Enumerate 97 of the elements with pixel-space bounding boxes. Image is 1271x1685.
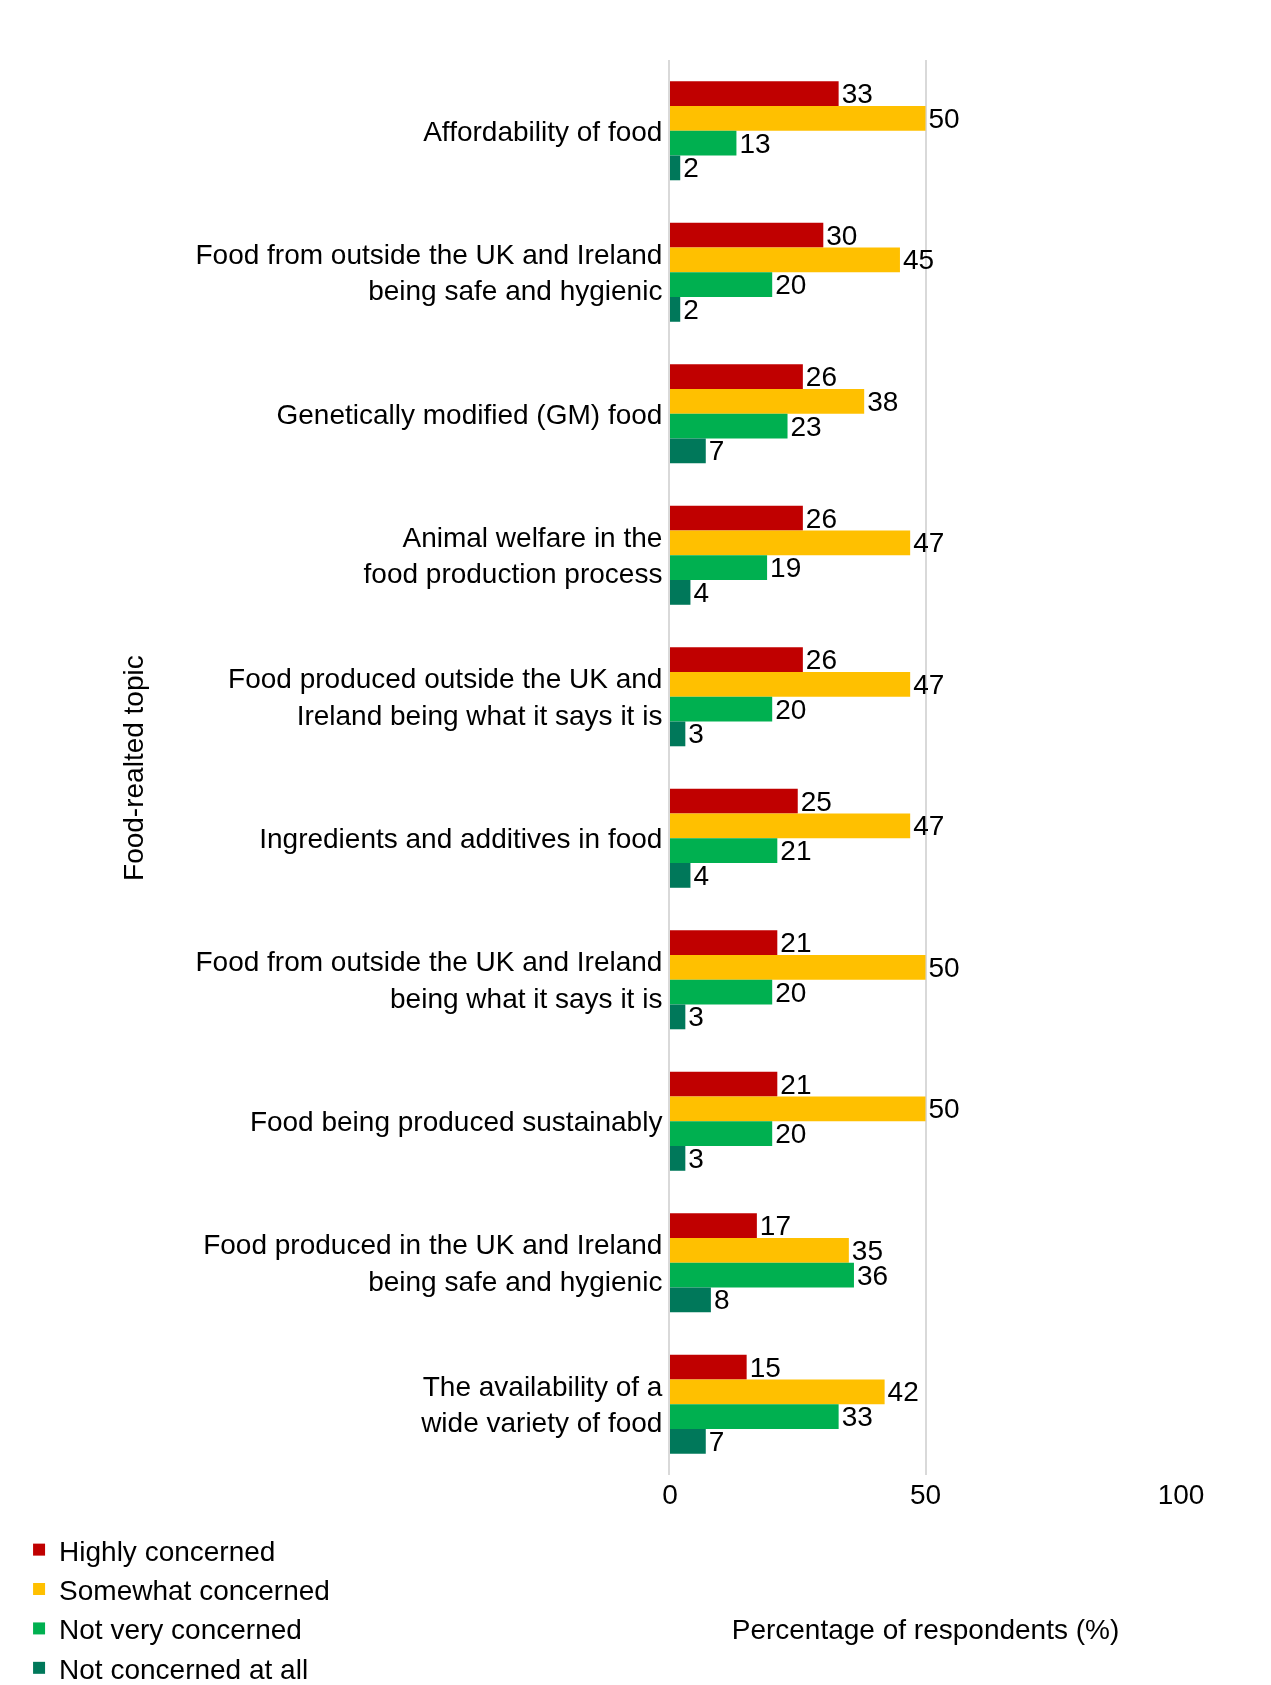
data-label: 20 [775,1118,807,1150]
data-label: 20 [775,976,807,1008]
bar [670,863,691,888]
y-tick-label: Food from outside the UK and Ireland being safe and hygienic [195,238,663,307]
bar [670,1146,686,1171]
bar [670,580,691,605]
data-label: 47 [913,668,945,700]
bar [670,438,706,464]
data-label: 7 [708,1425,725,1457]
bar [670,838,778,864]
bar [670,1404,839,1430]
data-label: 21 [780,927,812,959]
y-tick-label: Animal welfare in the food production process [363,521,663,590]
bar [670,1429,706,1454]
bar [670,1237,849,1263]
y-axis-title: Food-realted topic [117,655,149,881]
data-label: 20 [775,693,807,725]
bar [670,954,926,980]
bar [670,721,686,747]
bar [670,1121,773,1147]
data-label: 50 [928,951,960,983]
bar [670,413,788,439]
bar [670,105,926,131]
legend-label: Not concerned at all [59,1653,309,1685]
bar [670,81,839,106]
data-label: 3 [688,718,704,750]
data-label: 23 [790,410,822,442]
data-label: 21 [780,835,812,867]
data-label: 7 [708,435,725,467]
bar [670,272,773,298]
bar [670,1004,686,1030]
x-tick-label: 50 [909,1479,942,1510]
data-label: 13 [739,127,771,159]
data-label: 26 [805,502,838,534]
data-label: 21 [780,1068,812,1100]
y-tick-label: Food being produced sustainably [249,1106,663,1138]
data-label: 26 [805,361,838,393]
data-label: 26 [805,644,838,676]
bar [670,1354,747,1380]
data-label: 47 [913,810,945,842]
bar [670,297,681,322]
data-label: 8 [713,1284,730,1316]
y-tick-label: Food from outside the UK and Ireland being what it says it is [195,946,663,1014]
data-label: 4 [693,576,710,608]
data-label: 45 [902,244,935,276]
bar [670,696,773,722]
data-label: 33 [841,1401,873,1433]
bar [670,555,768,581]
data-label: 3 [688,1001,704,1033]
bar [670,222,824,248]
bar [670,1379,885,1405]
y-tick-label: Food produced in the UK and Ireland being safe and hygienic [203,1229,663,1297]
bar [670,671,911,697]
bar [670,647,803,672]
y-tick-label: Ingredients and additives in food [259,823,663,855]
data-label: 50 [928,1093,960,1125]
bar [670,1262,854,1288]
data-label: 3 [688,1142,704,1174]
bar [670,1287,711,1313]
data-label: 15 [749,1351,781,1383]
bar [670,155,681,181]
bar [670,979,773,1005]
data-label: 2 [683,293,699,325]
x-tick-label: 100 [1157,1479,1205,1510]
bar [670,530,911,556]
data-label: 47 [913,527,945,559]
data-label: 25 [800,785,832,817]
bar [670,1213,757,1238]
bar [670,788,798,814]
bar [670,130,737,156]
bar [670,364,803,389]
bar [670,930,778,955]
bar [670,388,865,414]
data-label: 50 [928,102,960,134]
data-label: 20 [775,269,807,301]
x-axis-title: Percentage of respondents (%) [731,1614,1120,1646]
data-label: 17 [759,1210,792,1242]
data-label: 30 [826,219,858,251]
data-label: 42 [887,1376,919,1408]
data-label: 38 [867,385,899,417]
y-tick-label: The availability of a wide variety of food [420,1370,663,1439]
data-label: 2 [683,152,699,184]
legend-label: Somewhat concerned [59,1574,330,1606]
bar [670,813,911,839]
legend-label: Highly concerned [59,1535,276,1567]
bar [670,1096,926,1122]
bar [670,247,900,273]
y-tick-label: Affordability of food [423,115,663,147]
legend-label: Not very concerned [59,1614,302,1646]
y-tick-label: Food produced outside the UK and Ireland being what it says it is [228,663,663,731]
bar [670,505,803,531]
bar [670,1071,778,1097]
y-tick-label: Genetically modified (GM) food [276,398,663,430]
data-label: 4 [693,859,710,891]
x-tick-label: 0 [662,1479,678,1510]
data-label: 33 [841,78,873,110]
data-label: 19 [770,552,802,584]
